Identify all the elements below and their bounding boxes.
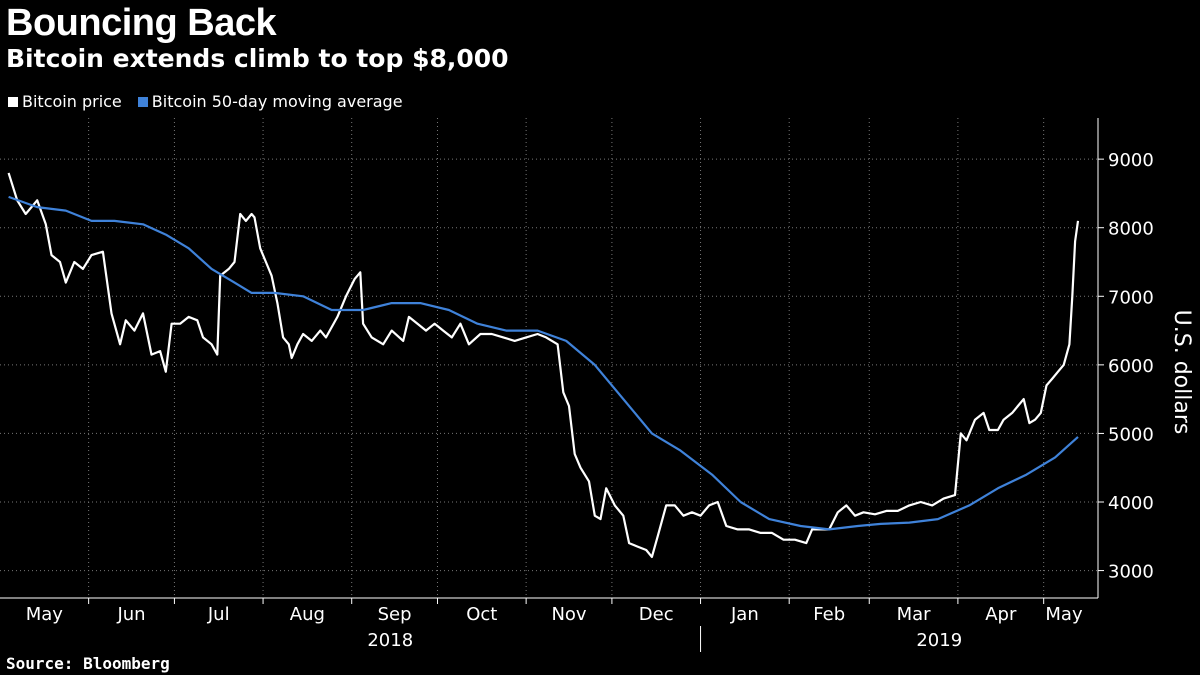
y-tick-label: 4000 [1108,493,1154,514]
x-tick-label: May [1045,604,1083,625]
x-tick-label: Sep [378,604,412,625]
x-tick-label: Mar [897,604,932,625]
y-tick-label: 6000 [1108,356,1154,377]
y-tick-label: 5000 [1108,424,1154,445]
legend-label-price: Bitcoin price [22,92,122,111]
x-tick-label: Oct [466,604,497,625]
year-label: 2019 [916,630,962,651]
x-tick-label: Jun [116,604,145,625]
x-tick-label: Feb [813,604,845,625]
x-tick-label: Dec [639,604,674,625]
y-tick-label: 3000 [1108,562,1154,583]
legend-swatch-price [8,96,18,107]
legend-item-price: Bitcoin price [8,92,122,111]
chart-title: Bouncing Back [6,2,277,44]
source-note: Source: Bloomberg [6,654,170,673]
legend-item-ma: Bitcoin 50-day moving average [137,92,403,111]
x-tick-label: Aug [290,604,325,625]
x-tick-label: Nov [551,604,586,625]
series [7,172,1080,558]
axes: 3000 4000 5000 6000 7000 8000 9000 May Jun Jul Aug… [0,118,1154,652]
grid [0,118,1098,598]
series-line-ma [8,195,1079,531]
chart-subtitle: Bitcoin extends climb to top $8,000 [6,44,509,73]
legend: Bitcoin price Bitcoin 50-day moving aver… [8,92,419,111]
x-tick-label: Jan [730,604,759,625]
y-tick-label: 7000 [1108,287,1154,308]
x-tick-label: May [26,604,64,625]
y-axis-title: U.S. dollars [1169,310,1194,435]
year-label: 2018 [367,630,413,651]
x-tick-label: Jul [207,604,230,625]
x-tick-label: Apr [985,604,1017,625]
legend-swatch-ma [137,96,148,107]
legend-label-ma: Bitcoin 50-day moving average [151,92,403,111]
y-tick-label: 9000 [1108,150,1154,171]
series-line-price [7,172,1080,558]
y-tick-label: 8000 [1108,219,1154,240]
